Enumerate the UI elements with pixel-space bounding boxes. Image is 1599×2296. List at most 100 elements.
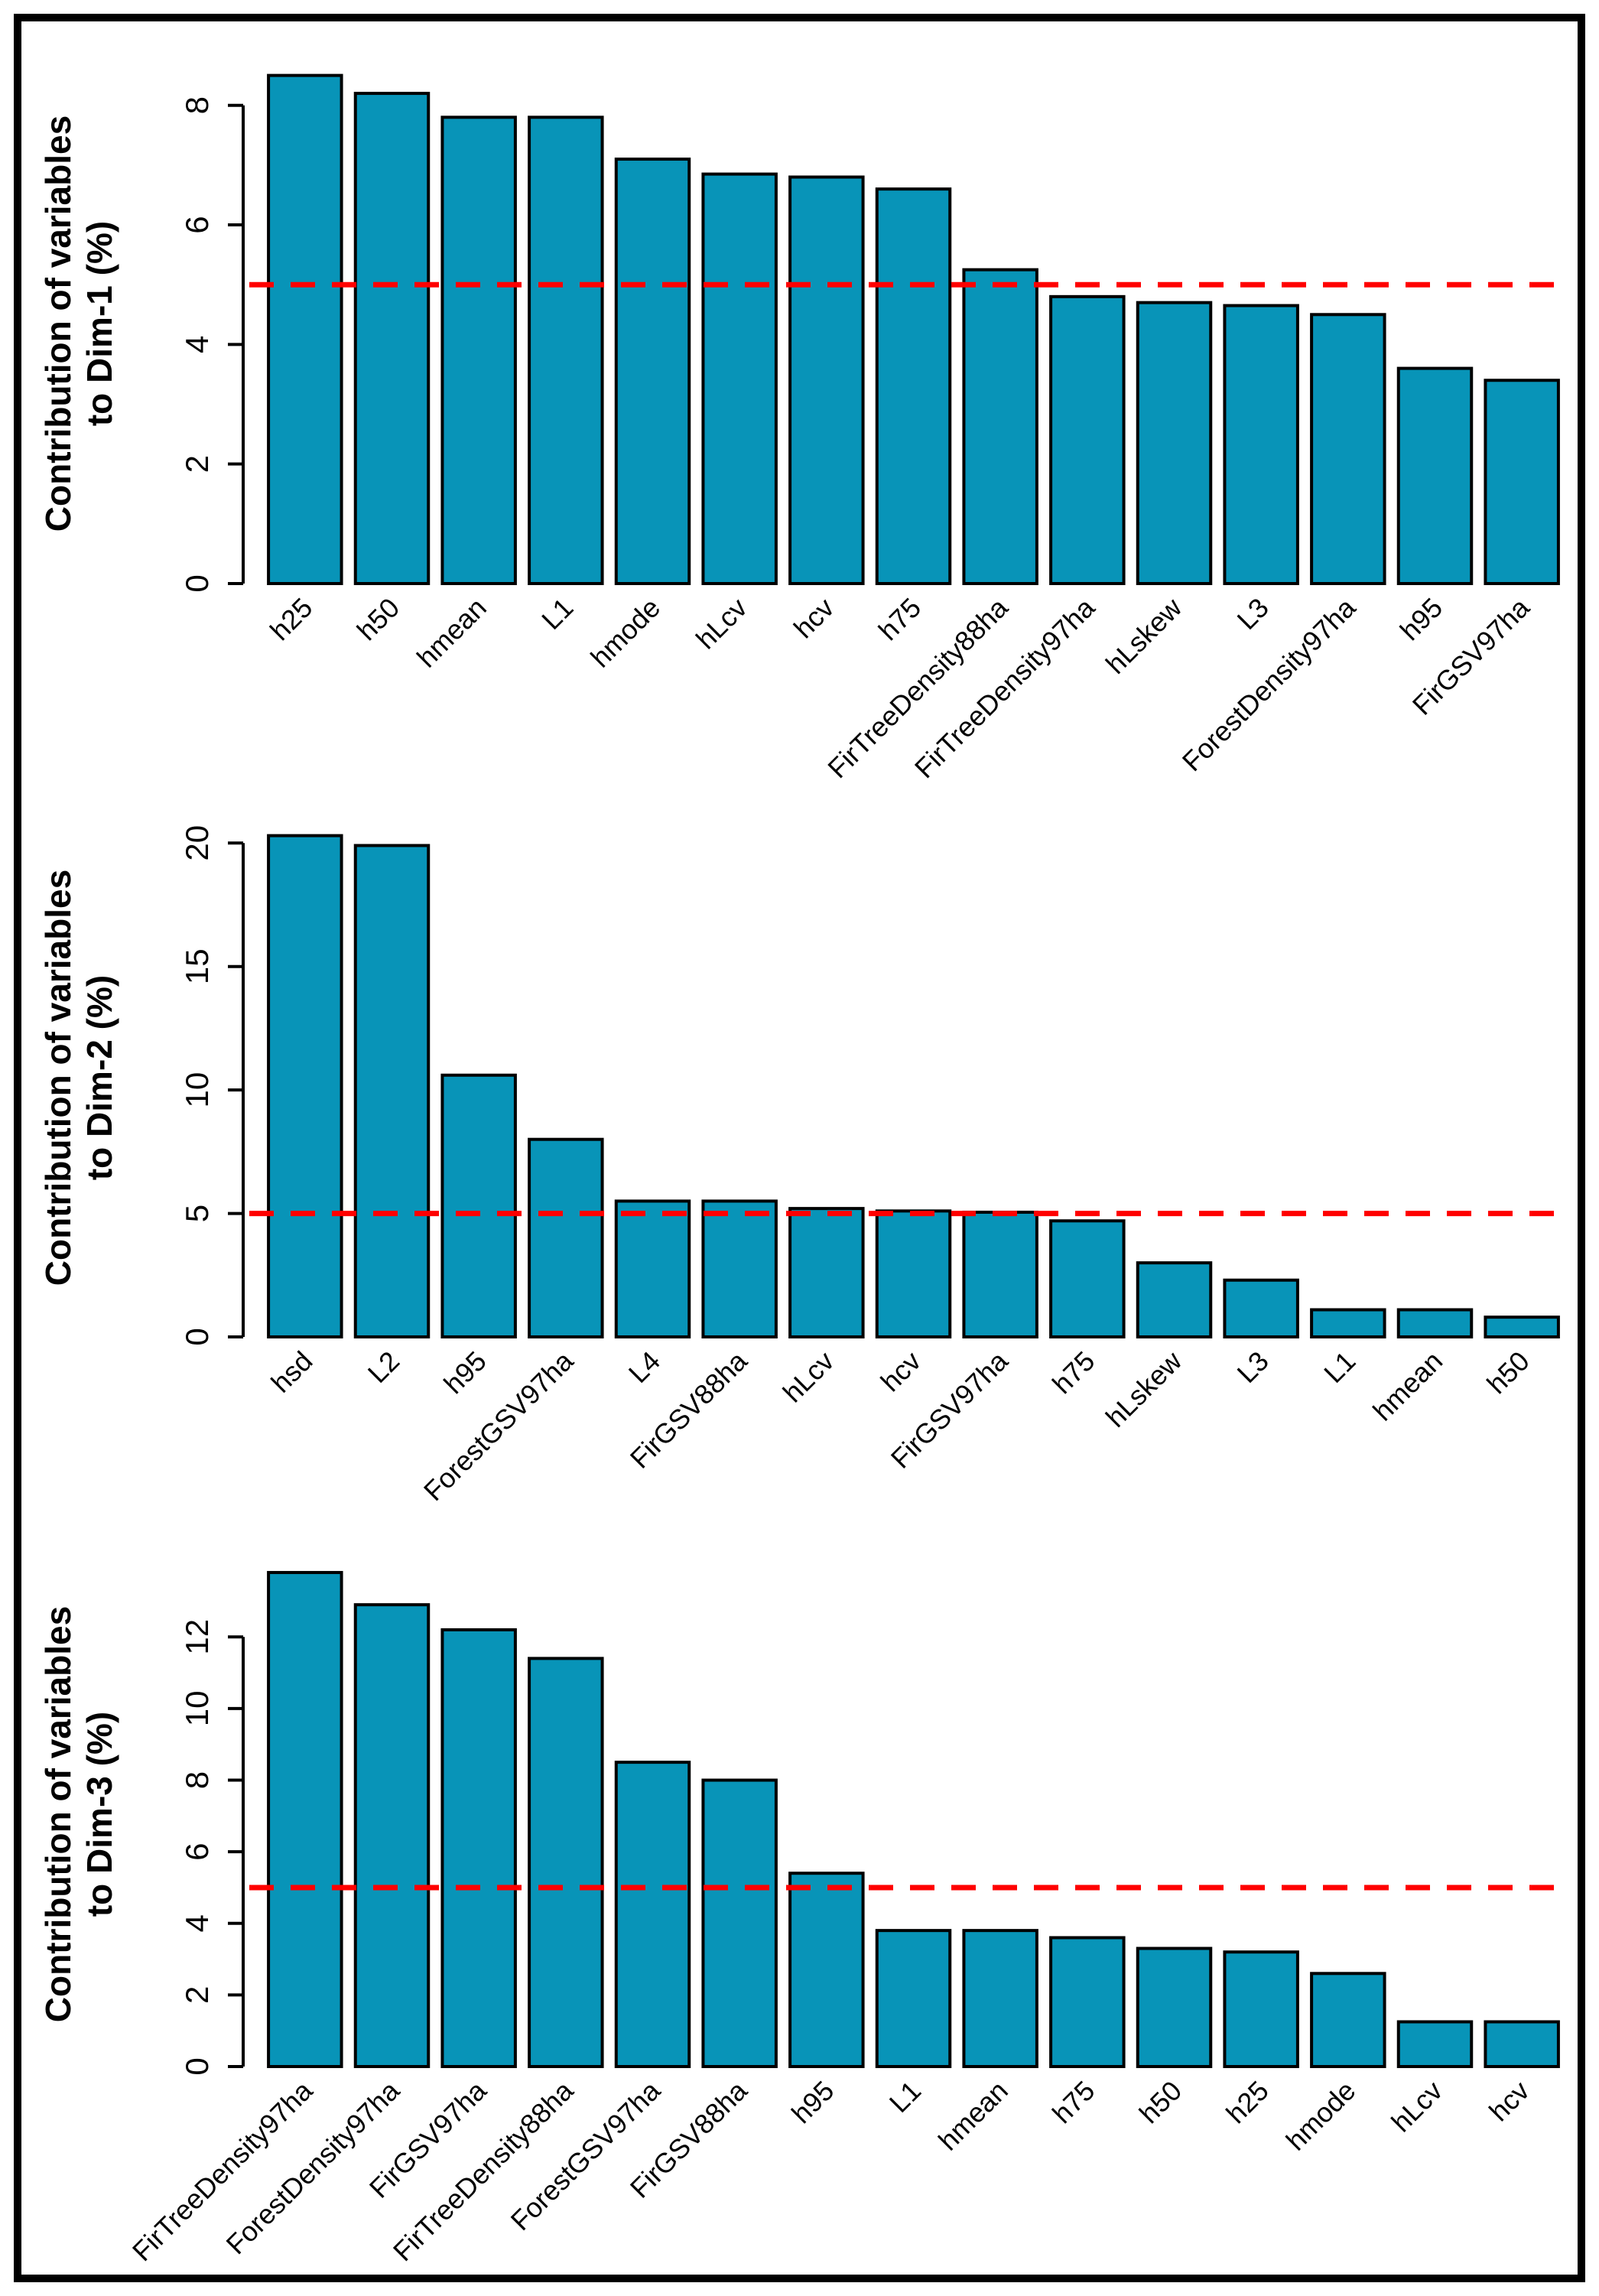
bar-label-h95: h95 [437,1345,492,1400]
bar-L4 [614,1199,691,1339]
bar-label-hcv: hcv [875,1345,928,1398]
y-tick-label: 0 [179,574,215,592]
bar-label-hcv: hcv [1483,2075,1536,2128]
bar-h50 [1484,1315,1560,1339]
bar-hmode [1310,1972,1386,2068]
bar-hLskew [1136,1261,1213,1339]
y-tick-label: 8 [179,1771,215,1789]
bar-hcv [875,1209,952,1338]
bar-FirGSV88ha [701,1778,778,2068]
bar-label-hLskew: hLskew [1100,1345,1188,1433]
bar-label-h25: h25 [1220,2075,1274,2129]
bar-FirTreeDensity97ha [267,1571,343,2069]
y-tick-label: 8 [179,96,215,114]
y-tick-label: 0 [179,1328,215,1345]
y-tick-label: 20 [179,825,215,861]
bar-FirGSV88ha [701,1199,778,1339]
bar-h25 [1223,1950,1299,2068]
y-tick-label: 2 [179,455,215,473]
bar-hmean [962,1929,1038,2069]
bar-L1 [1310,1308,1386,1339]
y-tick-label: 6 [179,1842,215,1860]
bar-L1 [528,115,604,585]
bar-label-L4: L4 [622,1345,666,1389]
bar-label-hmean: hmean [932,2075,1014,2157]
bar-label-hLcv: hLcv [690,592,753,655]
bar-label-hsd: hsd [265,1345,318,1399]
bar-FirTreeDensity97ha [1049,294,1126,585]
bar-h75 [1049,1936,1126,2069]
y-tick-label: 0 [179,2057,215,2075]
bar-hcv [788,175,865,586]
y-tick-label: 5 [179,1205,215,1222]
bar-label-hmean: hmean [1367,1345,1448,1427]
bar-FirGSV97ha [962,1210,1038,1339]
y-tick-label: 2 [179,1986,215,2004]
bar-label-ForestGSV97ha: ForestGSV97ha [418,1345,580,1507]
bar-L1 [875,1929,952,2069]
bar-label-hLskew: hLskew [1100,591,1188,680]
bar-hmean [1396,1308,1474,1339]
bar-hcv [1484,2020,1560,2069]
bar-hmode [614,158,691,585]
bar-hsd [267,834,343,1339]
bar-label-h50: h50 [1480,1345,1535,1400]
bar-label-h75: h75 [1046,1345,1100,1400]
y-tick-label: 4 [179,1914,215,1932]
bar-label-L1: L1 [535,592,579,636]
bar-h95 [440,1073,517,1338]
bar-h95 [788,1872,865,2068]
dim1-contribution-chart: Contribution of variables to Dim-1 (%) 0… [38,73,1565,784]
bar-label-L3: L3 [1231,592,1275,636]
bar-h95 [1396,366,1474,585]
bar-label-hLcv: hLcv [1385,2075,1448,2138]
bar-FirGSV97ha [440,1628,517,2069]
bar-ForestDensity97ha [353,1603,431,2068]
bar-hLcv [1396,2020,1474,2069]
bar-label-L2: L2 [362,1345,405,1389]
y-axis-title-line1: Contribution of variables [38,1606,78,2022]
bar-label-h75: h75 [1046,2075,1100,2129]
y-axis-title-line1: Contribution of variables [38,115,78,532]
bar-label-L1: L1 [883,2075,927,2119]
chart-layer: 024681012FirTreeDensity97haForestDensity… [126,1571,1565,2267]
bar-h50 [353,92,431,586]
y-axis-title-line2: to Dim-3 (%) [80,1712,119,1917]
bar-label-h75: h75 [873,592,927,646]
bar-hLcv [788,1207,865,1338]
bar-label-L3: L3 [1231,1345,1275,1389]
y-tick-label: 10 [179,1691,215,1727]
y-tick-label: 6 [179,216,215,233]
y-tick-label: 12 [179,1619,215,1655]
bar-FirTreeDensity88ha [528,1657,604,2068]
dim2-contribution-chart: Contribution of variables to Dim-2 (%) 0… [38,825,1565,1507]
bar-h75 [875,187,952,585]
bar-label-hmean: hmean [411,592,492,674]
bar-FirTreeDensity88ha [962,268,1038,585]
y-tick-label: 15 [179,948,215,984]
bar-label-hmode: hmode [584,592,666,674]
bar-L3 [1223,1278,1299,1338]
bar-hLskew [1136,301,1213,585]
y-axis-title-line1: Contribution of variables [38,870,78,1286]
bar-L3 [1223,304,1299,585]
dim3-contribution-chart: Contribution of variables to Dim-3 (%) 0… [38,1571,1565,2267]
bar-h25 [267,73,343,585]
y-tick-label: 10 [179,1072,215,1108]
bar-label-ForestGSV97ha: ForestGSV97ha [505,2074,667,2236]
bar-hLcv [701,172,778,585]
y-axis-title-line2: to Dim-2 (%) [80,975,119,1180]
bar-label-h95: h95 [1394,592,1448,646]
y-tick-label: 4 [179,336,215,353]
bar-FirGSV97ha [1484,379,1560,585]
bar-label-hcv: hcv [788,592,840,645]
bar-ForestDensity97ha [1310,313,1386,585]
y-axis-title-line2: to Dim-1 (%) [80,221,119,426]
bar-label-h25: h25 [264,592,318,646]
bar-label-h50: h50 [351,592,405,646]
bar-ForestGSV97ha [528,1137,604,1338]
bar-label-h50: h50 [1133,2075,1188,2129]
bar-h50 [1136,1946,1213,2068]
